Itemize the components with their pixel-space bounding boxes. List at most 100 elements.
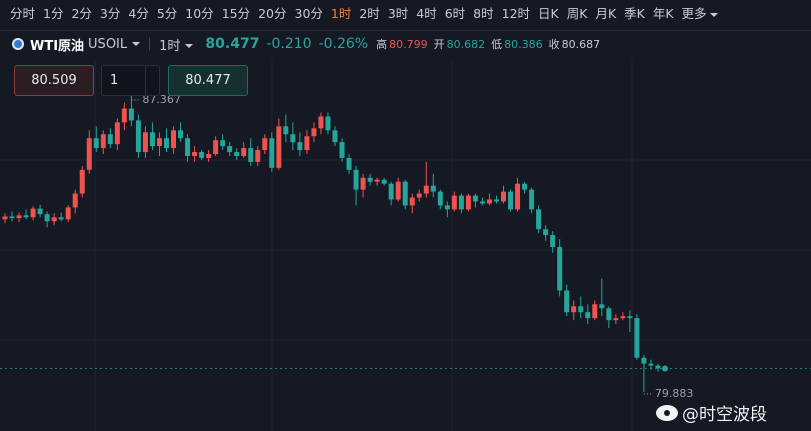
candle-body bbox=[437, 191, 443, 206]
candle-body bbox=[192, 152, 198, 156]
candle-body bbox=[557, 246, 563, 291]
period-tab[interactable]: 6时 bbox=[444, 6, 466, 21]
period-tab[interactable]: 15分 bbox=[221, 6, 251, 21]
candle-body bbox=[374, 179, 380, 182]
candle-body bbox=[262, 138, 268, 151]
period-tab[interactable]: 30分 bbox=[294, 6, 323, 21]
high-value: 80.799 bbox=[389, 37, 428, 51]
period-tab[interactable]: 12时 bbox=[501, 6, 531, 21]
candle-body bbox=[536, 209, 542, 230]
candle-body bbox=[564, 290, 570, 313]
candle-body bbox=[58, 217, 64, 220]
candle-body bbox=[346, 157, 352, 170]
last-price: 80.477 bbox=[205, 36, 260, 52]
candle-body bbox=[234, 152, 240, 156]
candle-body bbox=[627, 316, 633, 319]
period-tab[interactable]: 2分 bbox=[71, 6, 92, 21]
candle-body bbox=[353, 169, 359, 190]
open-label: 开 bbox=[433, 38, 445, 51]
candle-body bbox=[227, 146, 233, 153]
candle-body bbox=[409, 197, 415, 206]
candle-body bbox=[479, 201, 485, 204]
candle-body bbox=[550, 235, 556, 247]
candle-body bbox=[592, 304, 598, 319]
candle-body bbox=[79, 169, 85, 194]
candle-body bbox=[620, 316, 626, 319]
candle-body bbox=[9, 216, 15, 219]
period-tab[interactable]: 20分 bbox=[258, 6, 287, 21]
candle-body bbox=[634, 318, 640, 358]
period-tab[interactable]: 年K bbox=[652, 6, 674, 21]
candle-body bbox=[178, 130, 184, 139]
period-tab[interactable]: 3时 bbox=[387, 6, 409, 21]
candle-body bbox=[37, 208, 43, 215]
period-tab[interactable]: 日K bbox=[538, 6, 559, 21]
max-marker-label: 87.367 bbox=[142, 93, 181, 106]
period-tab[interactable]: 季K bbox=[624, 6, 645, 21]
candle-body bbox=[655, 365, 661, 369]
candle-body bbox=[578, 306, 584, 313]
candle-body bbox=[395, 181, 401, 200]
quantity-input[interactable]: 1 bbox=[101, 65, 160, 96]
candle-body bbox=[142, 132, 148, 153]
quantity-value: 1 bbox=[110, 73, 119, 88]
candle-body bbox=[241, 148, 247, 156]
close-label: 收 bbox=[548, 38, 560, 51]
last-price-dot bbox=[662, 365, 668, 372]
candle-body bbox=[2, 216, 8, 220]
candle-body bbox=[276, 126, 282, 168]
candle-body bbox=[381, 179, 387, 184]
candle-body bbox=[339, 142, 345, 158]
candle-body bbox=[508, 191, 514, 210]
period-tab[interactable]: 10分 bbox=[185, 6, 214, 21]
candle-body bbox=[65, 207, 71, 220]
period-tab[interactable]: 2时 bbox=[359, 6, 380, 21]
interval[interactable]: 1时 bbox=[159, 35, 193, 54]
candle-body bbox=[458, 195, 464, 210]
period-tab[interactable]: 分时 bbox=[10, 6, 36, 21]
candle-body bbox=[16, 215, 22, 219]
period-tab[interactable]: 1时 bbox=[330, 6, 352, 21]
candle-body bbox=[283, 126, 289, 135]
candle-body bbox=[171, 130, 177, 149]
candle-body bbox=[206, 154, 212, 158]
period-tab[interactable]: 更多 bbox=[678, 4, 722, 24]
period-tab[interactable]: 5分 bbox=[156, 6, 178, 21]
buy-button[interactable]: 80.477 bbox=[168, 65, 248, 96]
candle-body bbox=[641, 357, 647, 364]
candle-body bbox=[493, 199, 499, 202]
separator bbox=[149, 37, 151, 51]
price-change: -0.210 bbox=[266, 36, 312, 52]
period-tab[interactable]: 3分 bbox=[99, 6, 121, 21]
grid bbox=[0, 60, 811, 431]
sell-button[interactable]: 80.509 bbox=[14, 65, 94, 96]
symbol-code[interactable]: USOIL bbox=[88, 37, 140, 52]
candle-body bbox=[571, 306, 577, 313]
period-tab[interactable]: 1分 bbox=[43, 6, 64, 21]
period-tab[interactable]: 周K bbox=[566, 6, 588, 21]
candle-body bbox=[220, 140, 226, 147]
quantity-spinner[interactable] bbox=[145, 66, 159, 95]
candle-body bbox=[269, 138, 275, 168]
candle-body bbox=[311, 128, 317, 137]
period-tab[interactable]: 4分 bbox=[128, 6, 149, 21]
symbol-bar: WTI原油 USOIL 1时 80.477 -0.210 -0.26% 高 80.… bbox=[12, 34, 606, 54]
candle-body bbox=[402, 181, 408, 206]
candle-body bbox=[599, 304, 605, 309]
divider bbox=[0, 30, 811, 31]
candle-body bbox=[100, 134, 106, 149]
candle-body bbox=[107, 134, 113, 145]
weibo-icon bbox=[656, 404, 678, 421]
price-change-pct: -0.26% bbox=[318, 36, 369, 52]
candle-body bbox=[199, 152, 205, 158]
period-tab[interactable]: 4时 bbox=[416, 6, 437, 21]
candle-body bbox=[501, 191, 507, 202]
period-tab[interactable]: 月K bbox=[595, 6, 617, 21]
candle-body bbox=[290, 134, 296, 143]
symbol-name[interactable]: WTI原油 bbox=[30, 38, 85, 54]
period-tab[interactable]: 8时 bbox=[473, 6, 494, 21]
close-value: 80.687 bbox=[561, 37, 601, 51]
candle-body bbox=[367, 177, 373, 182]
candle-body bbox=[606, 308, 612, 321]
